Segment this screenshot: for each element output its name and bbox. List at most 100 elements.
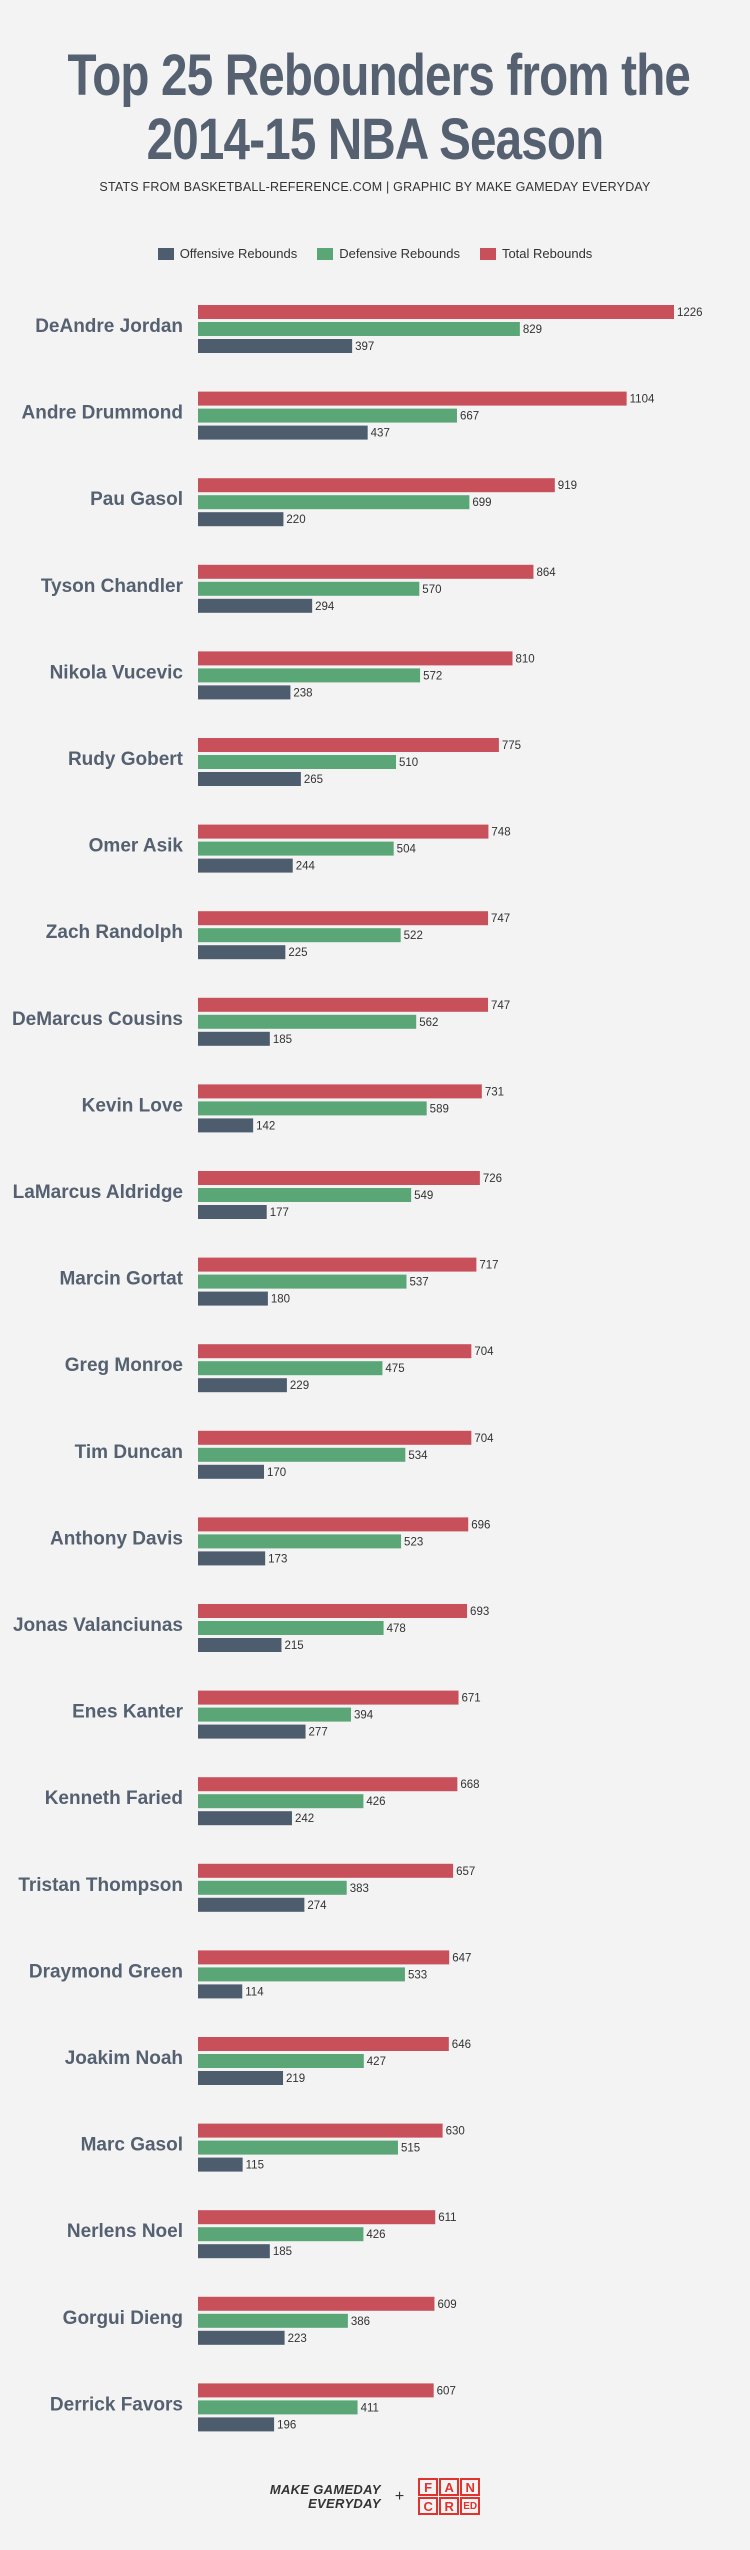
player-label-rudy-gobert: Rudy Gobert [68, 749, 184, 770]
player-label-jonas-valanciunas: Jonas Valanciunas [13, 1615, 183, 1636]
value-label-total-rebounds-andre-drummond: 1104 [630, 394, 655, 406]
bar-defensive-rebounds-gorgui-dieng [198, 2313, 348, 2328]
value-label-defensive-rebounds-joakim-noah: 427 [367, 2056, 386, 2068]
footer-plus: + [394, 2487, 405, 2505]
value-label-offensive-rebounds-marcin-gortat: 180 [271, 1294, 290, 1306]
player-label-draymond-green: Draymond Green [29, 1961, 183, 1982]
value-label-defensive-rebounds-deandre-jordan: 829 [523, 324, 542, 336]
value-label-total-rebounds-omer-asik: 748 [491, 827, 510, 839]
bar-offensive-rebounds-deandre-jordan [198, 339, 353, 353]
value-label-total-rebounds-tristan-thompson: 657 [456, 1866, 475, 1878]
player-label-derrick-favors: Derrick Favors [50, 2394, 183, 2415]
bar-offensive-rebounds-kenneth-faried [198, 1811, 292, 1826]
bar-total-rebounds-jonas-valanciunas [198, 1604, 468, 1618]
bar-defensive-rebounds-pau-gasol [198, 495, 470, 510]
value-label-offensive-rebounds-gorgui-dieng: 223 [288, 2333, 307, 2345]
bar-offensive-rebounds-omer-asik [198, 858, 293, 873]
value-label-offensive-rebounds-draymond-green: 114 [245, 1986, 264, 1998]
player-label-deandre-jordan: DeAndre Jordan [35, 316, 183, 337]
value-label-total-rebounds-rudy-gobert: 775 [502, 740, 521, 752]
bar-offensive-rebounds-tristan-thompson [198, 1897, 305, 1912]
value-label-total-rebounds-nikola-vucevic: 810 [515, 653, 534, 665]
bar-defensive-rebounds-zach-randolph [198, 928, 401, 943]
bar-defensive-rebounds-rudy-gobert [198, 755, 397, 769]
footer-brand-line-2: EVERYDAY [308, 2495, 381, 2511]
value-label-total-rebounds-draymond-green: 647 [452, 1952, 471, 1964]
player-label-enes-kanter: Enes Kanter [72, 1702, 183, 1723]
bar-offensive-rebounds-jonas-valanciunas [198, 1638, 282, 1652]
player-label-zach-randolph: Zach Randolph [46, 922, 183, 943]
player-label-nerlens-noel: Nerlens Noel [67, 2221, 183, 2242]
bar-defensive-rebounds-nerlens-noel [198, 2227, 364, 2242]
player-label-gorgui-dieng: Gorgui Dieng [63, 2308, 183, 2329]
bar-offensive-rebounds-marcin-gortat [198, 1291, 268, 1306]
player-label-demarcus-cousins: DeMarcus Cousins [12, 1009, 183, 1030]
bar-defensive-rebounds-greg-monroe [198, 1361, 383, 1376]
bar-defensive-rebounds-kevin-love [198, 1101, 427, 1116]
bar-total-rebounds-tim-duncan [198, 1430, 472, 1445]
value-label-offensive-rebounds-pau-gasol: 220 [286, 514, 305, 526]
value-label-total-rebounds-zach-randolph: 747 [491, 913, 510, 925]
player-label-marcin-gortat: Marcin Gortat [59, 1269, 183, 1290]
fancred-letter: C [418, 2497, 439, 2515]
bar-defensive-rebounds-tim-duncan [198, 1447, 406, 1462]
bar-offensive-rebounds-lamarcus-aldridge [198, 1205, 267, 1219]
value-label-offensive-rebounds-nerlens-noel: 185 [273, 2246, 292, 2258]
value-label-offensive-rebounds-anthony-davis: 173 [268, 1553, 287, 1565]
value-label-total-rebounds-anthony-davis: 696 [471, 1519, 490, 1531]
bar-defensive-rebounds-omer-asik [198, 841, 394, 856]
player-label-tyson-chandler: Tyson Chandler [41, 576, 184, 597]
legend-item-defensive: Defensive Rebounds [317, 246, 460, 261]
bar-defensive-rebounds-tristan-thompson [198, 1880, 347, 1895]
bar-defensive-rebounds-nikola-vucevic [198, 668, 421, 683]
bar-offensive-rebounds-marc-gasol [198, 2157, 243, 2172]
value-label-offensive-rebounds-lamarcus-aldridge: 177 [270, 1207, 289, 1219]
bar-offensive-rebounds-derrick-favors [198, 2417, 275, 2432]
fancred-letter: ED [460, 2497, 481, 2515]
value-label-total-rebounds-joakim-noah: 646 [452, 2039, 471, 2051]
bar-total-rebounds-marcin-gortat [198, 1257, 477, 1272]
bar-defensive-rebounds-joakim-noah [198, 2054, 364, 2068]
value-label-defensive-rebounds-anthony-davis: 523 [404, 1536, 423, 1548]
value-label-defensive-rebounds-gorgui-dieng: 386 [351, 2316, 370, 2328]
value-label-total-rebounds-jonas-valanciunas: 693 [470, 1606, 489, 1618]
bar-defensive-rebounds-anthony-davis [198, 1534, 402, 1549]
bar-offensive-rebounds-pau-gasol [198, 512, 284, 527]
bar-total-rebounds-nikola-vucevic [198, 651, 513, 666]
bar-total-rebounds-deandre-jordan [198, 305, 674, 319]
bar-defensive-rebounds-derrick-favors [198, 2400, 358, 2415]
bar-defensive-rebounds-deandre-jordan [198, 322, 520, 336]
bar-offensive-rebounds-enes-kanter [198, 1724, 306, 1739]
value-label-defensive-rebounds-omer-asik: 504 [397, 844, 417, 856]
bar-total-rebounds-gorgui-dieng [198, 2296, 435, 2311]
bar-defensive-rebounds-kenneth-faried [198, 1794, 364, 1809]
player-label-kenneth-faried: Kenneth Faried [45, 1788, 183, 1809]
bar-total-rebounds-rudy-gobert [198, 738, 499, 752]
value-label-defensive-rebounds-demarcus-cousins: 562 [419, 1017, 438, 1029]
value-label-total-rebounds-tyson-chandler: 864 [536, 567, 556, 579]
value-label-defensive-rebounds-kevin-love: 589 [430, 1103, 449, 1115]
footer-brand-line-1: MAKE GAMEDAY [269, 2481, 381, 2497]
bar-total-rebounds-marc-gasol [198, 2123, 443, 2138]
value-label-defensive-rebounds-kenneth-faried: 426 [366, 1796, 385, 1808]
value-label-total-rebounds-deandre-jordan: 1226 [677, 307, 703, 319]
value-label-total-rebounds-greg-monroe: 704 [474, 1346, 494, 1358]
bar-total-rebounds-andre-drummond [198, 391, 627, 406]
player-label-tim-duncan: Tim Duncan [75, 1442, 183, 1463]
legend-label-offensive: Offensive Rebounds [179, 246, 298, 261]
bar-total-rebounds-tyson-chandler [198, 564, 534, 579]
bar-total-rebounds-zach-randolph [198, 911, 489, 926]
player-label-nikola-vucevic: Nikola Vucevic [50, 662, 184, 683]
bar-offensive-rebounds-tyson-chandler [198, 598, 313, 613]
value-label-defensive-rebounds-nikola-vucevic: 572 [423, 670, 442, 682]
value-label-defensive-rebounds-derrick-favors: 411 [361, 2402, 379, 2414]
bar-total-rebounds-draymond-green [198, 1950, 450, 1965]
value-label-offensive-rebounds-derrick-favors: 196 [277, 2419, 296, 2431]
bar-total-rebounds-enes-kanter [198, 1690, 459, 1705]
value-label-total-rebounds-enes-kanter: 671 [462, 1693, 481, 1705]
bar-total-rebounds-tristan-thompson [198, 1863, 454, 1878]
value-label-total-rebounds-gorgui-dieng: 609 [437, 2299, 456, 2311]
value-label-defensive-rebounds-tristan-thompson: 383 [350, 1883, 369, 1895]
fancred-letter: A [439, 2478, 460, 2496]
